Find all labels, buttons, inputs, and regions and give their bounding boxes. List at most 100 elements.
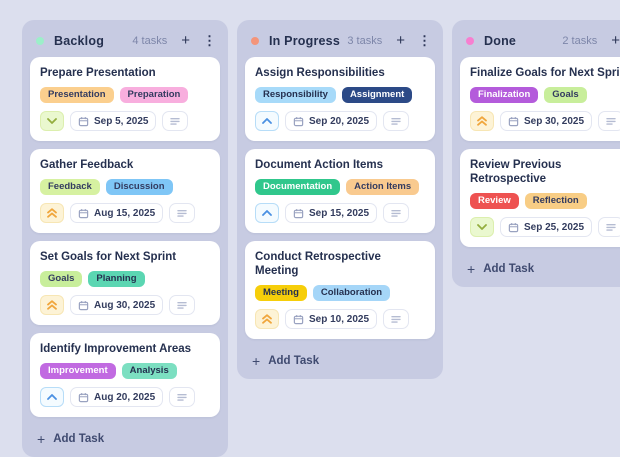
calendar-icon bbox=[78, 300, 89, 310]
notes-icon bbox=[177, 393, 187, 401]
column-menu-icon[interactable]: ⋮ bbox=[203, 33, 216, 48]
column-menu-icon[interactable]: ⋮ bbox=[418, 33, 431, 48]
chevron-up-icon bbox=[47, 394, 57, 400]
add-task-label: Add Task bbox=[53, 433, 105, 445]
card-meta-row: Sep 25, 2025 bbox=[470, 217, 620, 237]
notes-chip[interactable] bbox=[162, 111, 189, 131]
notes-chip[interactable] bbox=[383, 203, 410, 223]
tag: Meeting bbox=[255, 285, 307, 301]
due-date-chip[interactable]: Aug 30, 2025 bbox=[70, 295, 164, 315]
card-meta-row: Sep 20, 2025 bbox=[255, 111, 425, 131]
task-card[interactable]: Set Goals for Next Sprint Goals Planning… bbox=[30, 241, 220, 325]
column-status-dot bbox=[251, 36, 259, 45]
notes-chip[interactable] bbox=[169, 203, 196, 223]
priority-high-button[interactable] bbox=[40, 203, 64, 223]
due-date-label: Sep 15, 2025 bbox=[309, 207, 370, 219]
tag: Presentation bbox=[40, 87, 114, 103]
due-date-chip[interactable]: Sep 10, 2025 bbox=[285, 309, 378, 329]
calendar-icon bbox=[78, 116, 89, 126]
notes-chip[interactable] bbox=[383, 309, 410, 329]
task-card[interactable]: Gather Feedback Feedback Discussion Aug … bbox=[30, 149, 220, 233]
notes-chip[interactable] bbox=[169, 295, 196, 315]
column-done: Done 2 tasks + ⋮ Finalize Goals for Next… bbox=[452, 20, 620, 287]
plus-icon: + bbox=[37, 431, 46, 447]
due-date-chip[interactable]: Sep 5, 2025 bbox=[70, 111, 157, 131]
calendar-icon bbox=[293, 314, 304, 324]
double-chevron-up-icon bbox=[47, 208, 57, 218]
notes-icon bbox=[391, 117, 401, 125]
due-date-chip[interactable]: Sep 25, 2025 bbox=[500, 217, 593, 237]
due-date-chip[interactable]: Sep 30, 2025 bbox=[500, 111, 593, 131]
chevron-up-icon bbox=[262, 210, 272, 216]
task-card[interactable]: Review Previous Retrospective Review Ref… bbox=[460, 149, 620, 247]
tag: Responsibility bbox=[255, 87, 336, 103]
add-task-button[interactable]: + Add Task bbox=[30, 425, 220, 449]
notes-icon bbox=[177, 301, 187, 309]
due-date-label: Sep 5, 2025 bbox=[94, 115, 149, 127]
tag: Analysis bbox=[121, 363, 177, 379]
card-meta-row: Aug 15, 2025 bbox=[40, 203, 210, 223]
tag-row: Meeting Collaboration bbox=[255, 285, 425, 301]
add-task-button[interactable]: + Add Task bbox=[460, 255, 620, 279]
notes-chip[interactable] bbox=[169, 387, 196, 407]
due-date-label: Aug 20, 2025 bbox=[94, 391, 156, 403]
priority-medium-button[interactable] bbox=[255, 203, 279, 223]
card-meta-row: Sep 5, 2025 bbox=[40, 111, 210, 131]
task-card[interactable]: Document Action Items Documentation Acti… bbox=[245, 149, 435, 233]
tag: Preparation bbox=[119, 87, 189, 103]
priority-medium-button[interactable] bbox=[40, 387, 64, 407]
due-date-chip[interactable]: Sep 15, 2025 bbox=[285, 203, 378, 223]
double-chevron-up-icon bbox=[47, 300, 57, 310]
tag: Reflection bbox=[524, 193, 587, 209]
calendar-icon bbox=[293, 208, 304, 218]
column-header: Done 2 tasks + ⋮ bbox=[460, 28, 620, 57]
notes-chip[interactable] bbox=[598, 217, 620, 237]
notes-chip[interactable] bbox=[383, 111, 410, 131]
card-title: Conduct Retrospective Meeting bbox=[255, 251, 381, 277]
notes-icon bbox=[177, 209, 187, 217]
tag: Documentation bbox=[255, 179, 341, 195]
tag-row: Feedback Discussion bbox=[40, 179, 210, 195]
tag: Feedback bbox=[40, 179, 100, 195]
plus-icon: + bbox=[252, 353, 261, 369]
task-card[interactable]: Assign Responsibilities Responsibility A… bbox=[245, 57, 435, 141]
column-in-progress: In Progress 3 tasks + ⋮ Assign Responsib… bbox=[237, 20, 443, 379]
task-card[interactable]: Finalize Goals for Next Sprint Finalizat… bbox=[460, 57, 620, 141]
card-title: Assign Responsibilities bbox=[255, 67, 385, 79]
priority-high-button[interactable] bbox=[470, 111, 494, 131]
priority-low-button[interactable] bbox=[40, 111, 64, 131]
notes-chip[interactable] bbox=[598, 111, 620, 131]
add-task-label: Add Task bbox=[483, 263, 535, 275]
notes-icon bbox=[170, 117, 181, 125]
card-meta-row: Aug 30, 2025 bbox=[40, 295, 210, 315]
add-card-icon[interactable]: + bbox=[181, 32, 190, 49]
add-task-label: Add Task bbox=[268, 355, 320, 367]
add-card-icon[interactable]: + bbox=[396, 32, 405, 49]
card-meta-row: Sep 30, 2025 bbox=[470, 111, 620, 131]
tag-row: Responsibility Assignment bbox=[255, 87, 425, 103]
tag: Collaboration bbox=[312, 285, 391, 301]
task-card[interactable]: Conduct Retrospective Meeting Meeting Co… bbox=[245, 241, 435, 339]
task-card[interactable]: Identify Improvement Areas Improvement A… bbox=[30, 333, 220, 417]
priority-low-button[interactable] bbox=[470, 217, 494, 237]
priority-high-button[interactable] bbox=[255, 309, 279, 329]
task-card[interactable]: Prepare Presentation Presentation Prepar… bbox=[30, 57, 220, 141]
tag: Assignment bbox=[341, 87, 413, 103]
column-title: Done bbox=[484, 33, 517, 48]
add-card-icon[interactable]: + bbox=[611, 32, 620, 49]
calendar-icon bbox=[78, 208, 89, 218]
due-date-chip[interactable]: Aug 15, 2025 bbox=[70, 203, 164, 223]
card-meta-row: Aug 20, 2025 bbox=[40, 387, 210, 407]
add-task-button[interactable]: + Add Task bbox=[245, 347, 435, 371]
due-date-label: Sep 20, 2025 bbox=[309, 115, 370, 127]
priority-medium-button[interactable] bbox=[255, 111, 279, 131]
due-date-chip[interactable]: Sep 20, 2025 bbox=[285, 111, 378, 131]
column-backlog: Backlog 4 tasks + ⋮ Prepare Presentation… bbox=[22, 20, 228, 457]
priority-high-button[interactable] bbox=[40, 295, 64, 315]
due-date-chip[interactable]: Aug 20, 2025 bbox=[70, 387, 164, 407]
tag: Improvement bbox=[40, 363, 116, 379]
card-title: Prepare Presentation bbox=[40, 67, 156, 79]
task-count-badge: 4 tasks bbox=[132, 34, 168, 47]
tag: Goals bbox=[40, 271, 83, 287]
